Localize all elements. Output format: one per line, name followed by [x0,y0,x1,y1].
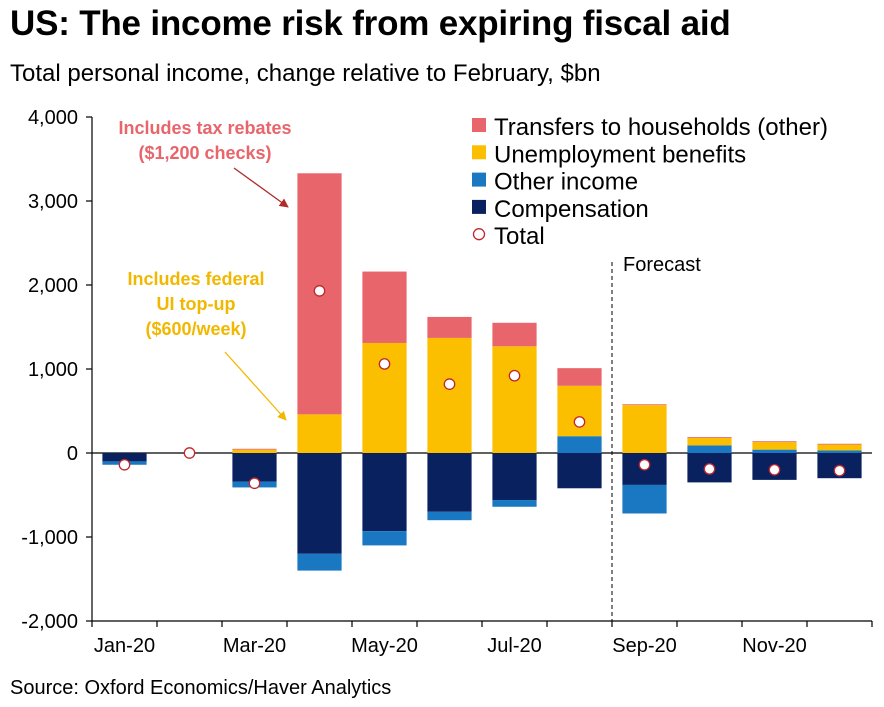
legend-label: Other income [494,169,638,196]
bar-segment-compensation [427,453,472,512]
legend-label: Compensation [494,196,649,223]
x-tick-label: Jan-20 [94,635,155,657]
bar-segment-unemployment [622,405,667,453]
y-tick-label: -1,000 [21,527,78,549]
total-marker [118,458,131,471]
chart-title: US: The income risk from expiring fiscal… [10,4,731,43]
legend-swatch-transfers [472,118,486,132]
legend-label: Transfers to households (other) [494,114,828,141]
total-marker [443,378,456,390]
ui-annotation-arrow [224,351,287,421]
bar-segment-transfers [362,271,407,343]
rebate-annotation-text: ($1,200 checks) [138,143,271,163]
bar-segment-compensation [232,453,277,482]
x-tick-label: Nov-20 [742,635,806,657]
bar-segment-transfers [687,437,732,438]
bar-segment-other-income [752,449,797,453]
legend-label: Total [494,223,545,250]
bar-segment-unemployment [752,442,797,450]
y-tick-label: 4,000 [28,107,78,129]
bar-segment-other-income [622,484,667,514]
total-marker [638,458,651,471]
x-tick-label: Mar-20 [223,635,286,657]
forecast-label: Forecast [623,254,701,276]
total-marker [248,477,261,490]
bar-segment-unemployment [687,437,732,446]
bar-segment-compensation [102,453,147,462]
bar-segment-unemployment [557,385,602,437]
bar-segment-transfers [557,368,602,386]
total-marker [313,285,326,297]
chart-subtitle: Total personal income, change relative t… [10,60,601,87]
y-tick-label: 2,000 [28,275,78,297]
bar-segment-unemployment [232,449,277,453]
y-tick-label: -2,000 [21,611,78,633]
annotations-layer: Forecast Includes tax rebates ($1,200 chec… [118,118,701,621]
legend: Transfers to households (other)Unemploym… [472,114,828,250]
x-tick-label: Jul-20 [487,635,541,657]
bar-segment-compensation [557,453,602,489]
ui-annotation-text: UI top-up [157,294,236,314]
legend-label: Unemployment benefits [494,141,746,168]
total-marker [573,416,586,428]
total-markers-layer [118,285,846,490]
bar-segment-other-income [492,500,537,507]
x-tick-label: May-20 [351,635,418,657]
legend-swatch-unemployment [472,145,486,160]
y-tick-label: 0 [67,443,78,465]
total-marker [703,463,716,475]
bar-segment-compensation [362,453,407,532]
bar-segment-transfers [427,316,472,338]
rebate-annotation-arrow [233,167,289,208]
x-tick-label: Sep-20 [612,635,677,657]
bar-segment-unemployment [817,444,862,451]
bar-segment-other-income [557,436,602,453]
axes-layer: -2,000 -1,000 0 1,000 2,000 3,000 4,000 Jan-20 M… [21,107,873,657]
bar-segment-transfers [622,404,667,406]
bar-segment-transfers [232,448,277,450]
bar-segment-unemployment [427,337,472,453]
bar-segment-transfers [817,443,862,445]
total-marker [833,464,846,477]
total-marker [768,463,781,476]
ui-annotation-text: Includes federal [127,269,264,289]
bar-segment-transfers [492,322,537,347]
bar-segment-other-income [297,553,342,571]
bar-segment-other-income [817,450,862,453]
bar-segment-other-income [687,445,732,453]
y-tick-label: 1,000 [28,359,78,381]
y-tick-label: 3,000 [28,191,78,213]
total-marker [378,358,391,370]
bar-segment-compensation [297,453,342,554]
legend-swatch-other-income [472,172,486,187]
ui-annotation-text: ($600/week) [145,319,246,339]
bar-segment-other-income [427,511,472,521]
source-note: Source: Oxford Economics/Haver Analytics [10,677,392,699]
total-marker [508,369,521,382]
total-marker [183,447,196,459]
bar-segment-compensation [492,453,537,501]
bar-segment-unemployment [492,346,537,453]
legend-swatch-compensation [472,199,486,214]
rebate-annotation-text: Includes tax rebates [118,118,291,138]
bar-segment-other-income [362,531,407,546]
legend-swatch-total [472,228,486,241]
bar-segment-transfers [752,441,797,443]
bar-segment-unemployment [297,414,342,453]
